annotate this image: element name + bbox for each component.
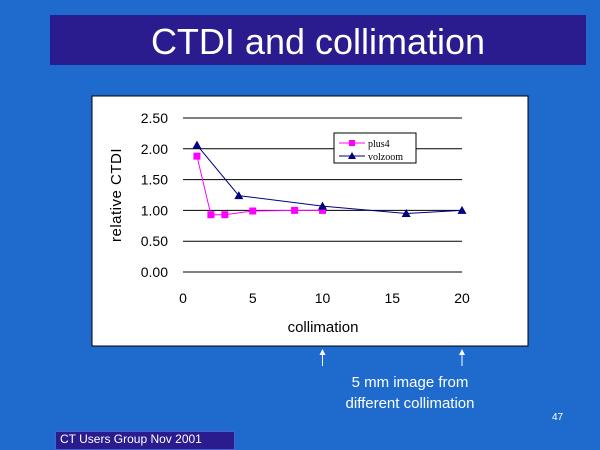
data-point-volzoom [192, 140, 202, 149]
y-tick-label: 0.50 [141, 233, 168, 249]
y-axis-title: relative CTDI [108, 148, 125, 242]
data-point-plus4 [193, 152, 201, 160]
y-tick-label: 0.00 [141, 264, 168, 280]
x-tick-label: 0 [179, 290, 187, 306]
annotation-arrowhead [319, 349, 326, 355]
data-point-plus4 [221, 211, 229, 219]
note-line-2: different collimation [345, 395, 475, 412]
page-number: 47 [552, 412, 564, 423]
data-point-volzoom [318, 201, 327, 210]
legend-box [333, 132, 417, 164]
data-point-plus4 [291, 206, 299, 214]
data-point-plus4 [249, 207, 257, 215]
legend-marker-volzoom [348, 152, 356, 159]
data-point-plus4 [207, 211, 215, 219]
footer-text: CT Users Group Nov 2001 [60, 432, 202, 446]
chart-area [91, 95, 529, 347]
x-tick-label: 10 [315, 290, 331, 306]
y-tick-label: 1.00 [141, 202, 168, 218]
x-tick-label: 5 [249, 290, 257, 306]
y-tick-label: 2.50 [141, 110, 168, 126]
data-point-volzoom [457, 205, 467, 214]
data-point-volzoom [234, 191, 244, 200]
title-bar [50, 15, 586, 65]
data-point-plus4 [319, 206, 326, 214]
x-axis-title: collimation [288, 319, 359, 336]
series-line-plus4 [196, 156, 323, 216]
legend-label-plus4: plus4 [368, 139, 390, 150]
x-tick-label: 20 [454, 290, 470, 306]
y-tick-label: 1.50 [141, 172, 168, 188]
slide-title: CTDI and collimation [150, 21, 486, 62]
legend-marker-plus4 [349, 140, 355, 146]
y-tick-label: 2.00 [141, 141, 168, 157]
note-line-1: 5 mm image from [351, 374, 469, 391]
annotation-arrowhead [459, 349, 465, 355]
legend-label-volzoom: volzoom [368, 152, 403, 163]
x-tick-label: 15 [384, 290, 400, 306]
data-point-volzoom [401, 208, 411, 217]
